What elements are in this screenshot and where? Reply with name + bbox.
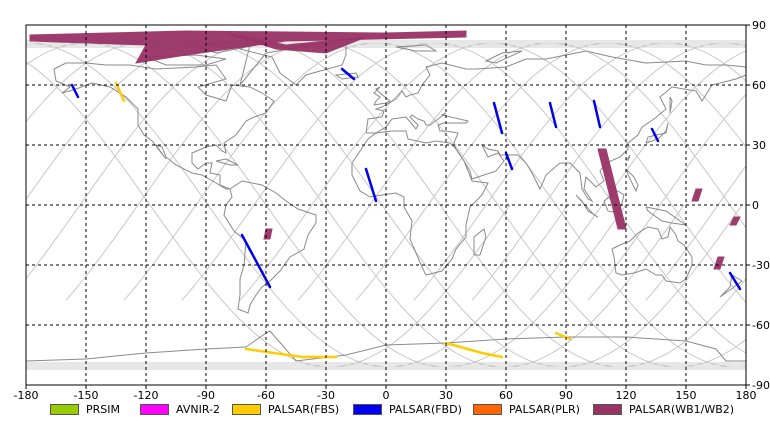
- observation-swaths: [29, 30, 742, 359]
- coastline: [373, 86, 391, 106]
- y-tick-label: -90: [752, 379, 770, 392]
- swath-wide: [729, 216, 741, 226]
- legend-label-palsar-wb: PALSAR(WB1/WB2): [629, 403, 735, 416]
- coastline: [719, 274, 743, 298]
- orbit-track: [123, 42, 746, 368]
- swath-wide: [713, 256, 725, 270]
- x-tick-label: 150: [676, 389, 697, 402]
- swath-strip: [492, 101, 504, 135]
- orbit-track: [297, 42, 746, 301]
- orbit-track: [239, 42, 746, 304]
- swath-strip: [444, 341, 504, 359]
- orbit-track: [65, 42, 746, 368]
- coastline: [575, 194, 599, 218]
- swath-strip: [504, 151, 514, 171]
- legend-swatch-prsim: [50, 404, 79, 415]
- orbit-track: [413, 42, 746, 301]
- swath-strip: [244, 347, 338, 359]
- swath-wide: [691, 188, 703, 202]
- x-tick-label: 120: [616, 389, 637, 402]
- x-tick-label: -90: [197, 389, 215, 402]
- swath-strip: [240, 233, 272, 289]
- orbit-track: [26, 42, 743, 368]
- orbit-track: [26, 42, 746, 368]
- lat-lon-grid: [26, 25, 746, 385]
- legend-label-palsar-fbs: PALSAR(FBS): [268, 403, 340, 416]
- coastline: [645, 206, 687, 226]
- island-outline: [145, 54, 227, 66]
- island-outline: [395, 44, 438, 52]
- orbit-track: [181, 42, 746, 354]
- orbit-track: [529, 50, 746, 301]
- legend: PRSIM AVNIR-2 PALSAR(FBS) PALSAR(FBD) PA…: [50, 402, 770, 422]
- coastline: [625, 154, 631, 162]
- coastline: [365, 50, 746, 203]
- swath-strip: [650, 127, 660, 143]
- x-tick-label: -180: [14, 389, 39, 402]
- y-tick-label: 60: [752, 79, 766, 92]
- legend-label-avnir2: AVNIR-2: [176, 403, 220, 416]
- swath-strip: [70, 83, 80, 99]
- x-tick-label: -30: [317, 389, 335, 402]
- legend-swatch-palsar-fbs: [232, 404, 261, 415]
- y-tick-label: 30: [752, 139, 766, 152]
- swath-strip: [340, 67, 356, 81]
- orbit-track: [587, 93, 746, 301]
- x-tick-label: -60: [257, 389, 275, 402]
- x-tick-label: 30: [439, 389, 453, 402]
- coastline: [215, 158, 239, 166]
- legend-label-prsim: PRSIM: [86, 403, 120, 416]
- swath-strip: [728, 271, 742, 291]
- x-tick-label: 90: [559, 389, 573, 402]
- x-tick-label: 180: [736, 389, 757, 402]
- legend-swatch-palsar-wb: [593, 404, 622, 415]
- coastline: [473, 228, 487, 256]
- coastline: [26, 330, 746, 362]
- swath-wide: [225, 32, 367, 54]
- y-tick-label: -30: [752, 259, 770, 272]
- swath-wide: [263, 228, 273, 240]
- legend-swatch-palsar-plr: [473, 404, 502, 415]
- x-tick-label: 0: [383, 389, 390, 402]
- axis-ticks: -180 -150 -120 -90 -60 -30 0 30 60 90 120 150 180 90 6…: [14, 19, 770, 402]
- legend-label-palsar-fbd: PALSAR(FBD): [389, 403, 462, 416]
- coastline: [223, 180, 317, 314]
- coastline: [669, 96, 673, 114]
- x-tick-label: -150: [74, 389, 99, 402]
- x-tick-label: -120: [134, 389, 159, 402]
- swath-strip: [114, 81, 126, 103]
- coastline: [645, 122, 669, 144]
- coastline: [625, 168, 639, 193]
- orbit-track: [26, 42, 627, 368]
- swath-strip: [548, 101, 558, 129]
- orbit-track: [26, 42, 685, 368]
- y-tick-label: 0: [752, 199, 759, 212]
- coastline: [53, 62, 275, 190]
- legend-swatch-palsar-fbd: [353, 404, 382, 415]
- orbit-track: [26, 61, 511, 368]
- coastline: [351, 130, 489, 276]
- swath-strip: [364, 167, 378, 203]
- orbit-track: [26, 42, 569, 368]
- island-outline: [484, 50, 523, 64]
- y-tick-label: 90: [752, 19, 766, 32]
- coastline: [603, 190, 625, 214]
- coastline: [611, 225, 693, 284]
- y-tick-label: -60: [752, 319, 770, 332]
- orbit-track: [355, 42, 746, 301]
- legend-swatch-avnir2: [140, 404, 169, 415]
- swath-strip: [554, 331, 572, 341]
- swath-strip: [592, 99, 602, 129]
- orbit-track: [471, 42, 746, 301]
- legend-label-palsar-plr: PALSAR(PLR): [509, 403, 580, 416]
- x-tick-label: 60: [499, 389, 513, 402]
